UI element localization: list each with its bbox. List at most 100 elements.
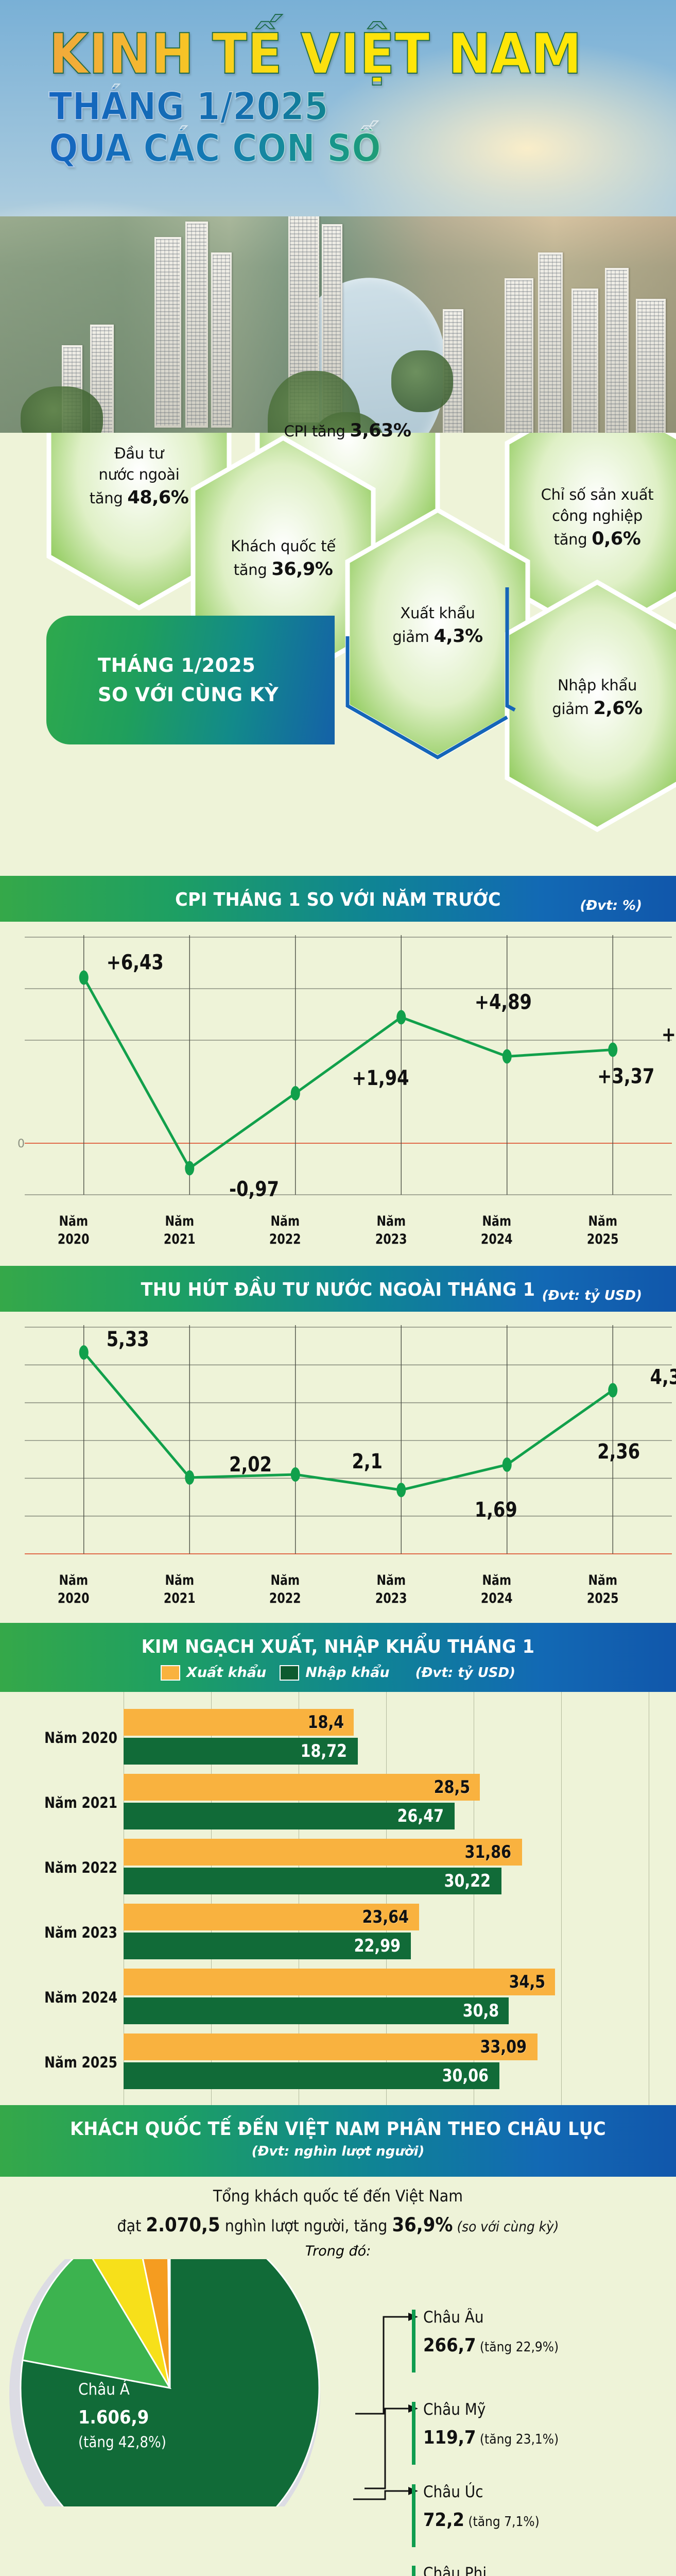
kpi-fdi-value: 48,6% [127,487,189,509]
kpi-fdi-l1: Đầu tư [114,445,164,462]
pie-label-asia-value: 1.606,9 [78,2406,166,2429]
x-tick-year-word: Năm [587,1572,617,1589]
comparison-badge: THÁNG 1/2025 SO VỚI CÙNG KỲ [46,616,335,744]
pie-label-america: Châu Mỹ 119,7 (tăng 23,1%) [423,2400,574,2449]
svg-text:2,02: 2,02 [229,1452,272,1477]
bar-export: 18,4 [124,1709,354,1736]
banner-trade: KIM NGẠCH XUẤT, NHẬP KHẨU THÁNG 1 Xuất k… [0,1623,676,1692]
x-tick-year-word: Năm [587,1213,617,1229]
svg-text:+4,89: +4,89 [475,990,532,1014]
tourism-summary: Tổng khách quốc tế đến Việt Nam đạt 2.07… [27,2177,649,2240]
x-tick-label: Năm 2025 [559,1572,646,1607]
hero-title-sub2: QUA CÁC CON SỐ [48,128,570,168]
x-tick-year: 2024 [480,1590,513,1606]
svg-text:2,36: 2,36 [597,1439,640,1464]
bar-row-label: Năm 2023 [44,1924,117,1942]
banner-fdi: THU HÚT ĐẦU TƯ NƯỚC NGOÀI THÁNG 1 (Đvt: … [0,1266,676,1312]
x-tick-label: Năm 2020 [30,1213,117,1248]
x-tick-year: 2020 [57,1231,90,1247]
bar-row-label: Năm 2021 [44,1794,117,1812]
tourism-prefix: đạt [117,2216,146,2235]
svg-text:+6,43: +6,43 [107,951,164,975]
legend-item-import: Nhập khẩu [280,1665,390,1681]
tourism-pie-container: Tổng khách quốc tế đến Việt Nam đạt 2.07… [0,2177,676,2576]
bar-export: 28,5 [124,1774,480,1801]
pie-america-growth: (tăng 23,1%) [479,2432,559,2448]
kpi-import-l1: Nhập khẩu [557,676,637,694]
kpi-export-value: 4,3% [434,626,483,647]
bar-row: Năm 2022 31,86 30,22 [0,1835,676,1900]
pie-label-oceania-value: 72,2 (tăng 7,1%) [423,2509,540,2531]
kpi-cpi-l1: CPI tăng [284,422,350,440]
bar-value-label: 22,99 [354,1936,401,1957]
banner-fdi-unit: (Đvt: tỷ USD) [542,1288,642,1304]
pie-asia-number: 1.606,9 [78,2407,149,2429]
x-tick-year: 2022 [269,1590,301,1606]
pie-label-asia-growth: (tăng 42,8%) [78,2433,166,2451]
tourism-growth: 36,9% [392,2213,453,2236]
x-tick-label: Năm 2023 [348,1213,435,1248]
banner-trade-title: KIM NGẠCH XUẤT, NHẬP KHẨU THÁNG 1 [141,1636,535,1658]
svg-text:0: 0 [18,1138,25,1150]
kpi-tourists-value: 36,9% [271,559,333,580]
kpi-export-l2: giảm [392,628,434,646]
banner-tourism-unit: (Đvt: nghìn lượt người) [251,2144,425,2160]
trade-legend: Xuất khẩu Nhập khẩu (Đvt: tỷ USD) [0,1665,676,1681]
bar-row: Năm 2020 18,4 18,72 [0,1705,676,1770]
kpi-fdi: Đầu tư nước ngoài tăng 48,6% [49,443,229,511]
x-tick-year: 2024 [480,1231,513,1247]
bar-value-label: 33,09 [480,2037,527,2058]
pie-label-asia-name: Châu Á [78,2380,130,2399]
bar-value-label: 26,47 [397,1806,444,1827]
bar-value-label: 31,86 [464,1842,512,1863]
x-tick-year: 2022 [269,1231,301,1247]
svg-text:2,1: 2,1 [352,1449,383,1473]
pie-europe-growth: (tăng 22,9%) [479,2340,559,2355]
x-tick-year-word: Năm [164,1572,194,1589]
x-tick-year-word: Năm [164,1213,194,1229]
bar-export: 34,5 [124,1969,555,1996]
pie-label-asia: Châu Á 1.606,9 (tăng 42,8%) [78,2380,176,2451]
banner-fdi-title: THU HÚT ĐẦU TƯ NƯỚC NGOÀI THÁNG 1 [141,1279,535,1301]
fdi-line-chart: 5,33 2,02 2,1 1,69 2,36 4,33 [25,1325,676,1555]
bar-import: 26,47 [124,1803,455,1830]
x-tick-year-word: Năm [270,1572,300,1589]
badge-line-1: THÁNG 1/2025 [98,654,256,676]
x-tick-year-word: Năm [482,1213,512,1229]
bar-value-label: 18,4 [307,1712,344,1733]
tourism-mid: nghìn lượt người, tăng [220,2216,392,2235]
pie-oceania-number: 72,2 [423,2510,464,2531]
kpi-iip-l1: Chỉ số sản xuất [541,486,654,503]
hero-banner: KINH TẾ VIỆT NAM THÁNG 1/2025 QUA CÁC CO… [0,0,676,495]
bar-pair: 28,5 26,47 [124,1774,676,1832]
x-tick-label: Năm 2022 [241,1213,328,1248]
bar-pair: 23,64 22,99 [124,1904,676,1961]
badge-line-2: SO VỚI CÙNG KỲ [98,684,279,706]
x-tick-year-word: Năm [270,1213,300,1229]
bar-value-label: 34,5 [509,1972,546,1993]
bar-pair: 34,5 30,8 [124,1969,676,2026]
kpi-cpi-value: 3,63% [350,420,411,441]
bar-value-label: 28,5 [434,1777,471,1798]
pie-label-europe-name: Châu Âu [423,2308,484,2327]
cpi-chart-container: 0+6,43-0,97+1,94+4,89+3,37+3,63 Năm2020N… [0,922,676,1266]
banner-cpi: CPI THÁNG 1 SO VỚI NĂM TRƯỚC (Đvt: %) [0,876,676,922]
pie-tick-africa [412,2566,415,2576]
pie-label-africa: Châu Phi 5 (giảm 2,2%) [423,2564,523,2576]
legend-label-export: Xuất khẩu [186,1665,267,1681]
bar-pair: 31,86 30,22 [124,1839,676,1896]
x-tick-label: Năm 2021 [136,1213,223,1248]
kpi-export-l1: Xuất khẩu [400,604,475,622]
cpi-line-chart: 0 +6,43 -0,97 +1,94 +4,89 +3,37 +3,63 [18,935,676,1201]
bar-row: Năm 2025 33,09 30,06 [0,2030,676,2095]
pie-tick-europe [412,2310,415,2373]
bar-row-label: Năm 2020 [44,1729,117,1747]
legend-swatch-import [280,1665,300,1681]
svg-text:4,33: 4,33 [650,1365,676,1389]
kpi-iip-l2: công nghiệp [552,507,643,525]
pie-label-europe-value: 266,7 (tăng 22,9%) [423,2334,559,2357]
pie-label-oceania: Châu Úc 72,2 (tăng 7,1%) [423,2483,552,2531]
pie-label-oceania-name: Châu Úc [423,2483,483,2502]
hexagon-shapes [46,433,676,833]
